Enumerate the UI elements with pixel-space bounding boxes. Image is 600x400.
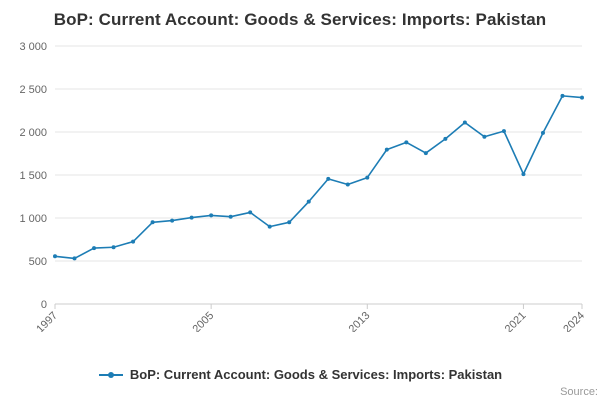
data-point-marker[interactable] xyxy=(53,254,57,259)
series-line[interactable] xyxy=(54,95,583,260)
data-point-marker[interactable] xyxy=(287,220,292,225)
y-axis-tick-label: 2 000 xyxy=(19,127,47,139)
y-axis-tick-label: 1 000 xyxy=(19,213,47,225)
data-point-marker[interactable] xyxy=(365,175,370,180)
legend: BoP: Current Account: Goods & Services: … xyxy=(0,367,600,382)
data-point-marker[interactable] xyxy=(170,218,175,223)
data-point-marker[interactable] xyxy=(267,224,272,229)
y-axis-tick-label: 0 xyxy=(41,299,47,311)
source-label: Source: xyxy=(560,386,598,398)
data-point-marker[interactable] xyxy=(111,245,116,250)
data-point-marker[interactable] xyxy=(131,239,136,244)
data-point-marker[interactable] xyxy=(306,199,311,204)
data-point-marker[interactable] xyxy=(501,129,506,134)
y-axis-tick-label: 3 000 xyxy=(19,41,47,53)
x-axis-tick-label: 2024 xyxy=(561,310,587,332)
data-point-marker[interactable] xyxy=(462,120,467,125)
data-point-marker[interactable] xyxy=(404,140,409,145)
data-point-marker[interactable] xyxy=(345,182,350,187)
data-point-marker[interactable] xyxy=(189,215,194,220)
data-point-marker[interactable] xyxy=(580,95,584,100)
y-axis-tick-label: 500 xyxy=(29,256,47,268)
y-axis-tick-label: 1 500 xyxy=(19,170,47,182)
data-point-marker[interactable] xyxy=(384,147,389,152)
data-point-marker[interactable] xyxy=(560,93,565,98)
x-axis-tick-label: 2021 xyxy=(503,310,529,332)
data-point-marker[interactable] xyxy=(540,130,545,135)
data-point-marker[interactable] xyxy=(326,176,331,181)
data-point-marker[interactable] xyxy=(482,134,487,139)
data-point-marker[interactable] xyxy=(443,136,448,141)
data-point-marker[interactable] xyxy=(248,210,253,215)
data-point-marker[interactable] xyxy=(209,213,214,218)
legend-label[interactable]: BoP: Current Account: Goods & Services: … xyxy=(129,367,503,382)
data-point-marker[interactable] xyxy=(228,214,233,219)
x-axis-tick-label: 2005 xyxy=(190,310,216,332)
data-point-marker[interactable] xyxy=(72,256,77,261)
legend-swatch-icon[interactable] xyxy=(98,369,124,381)
x-axis-tick-label: 1997 xyxy=(34,310,60,332)
data-point-marker[interactable] xyxy=(423,151,428,156)
chart-title: BoP: Current Account: Goods & Services: … xyxy=(53,10,547,29)
y-axis-tick-label: 2 500 xyxy=(19,84,47,96)
data-point-marker[interactable] xyxy=(92,246,97,251)
x-axis-tick-label: 2013 xyxy=(347,310,373,332)
line-chart-plot-area: 0 500 1 000 1 500 2 000 2 500 3 000 1997 2005 201… xyxy=(19,41,587,332)
data-point-marker[interactable] xyxy=(521,172,526,177)
data-point-marker[interactable] xyxy=(150,220,155,225)
